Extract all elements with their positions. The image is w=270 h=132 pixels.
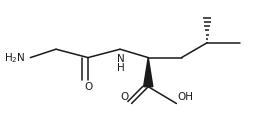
- Text: H: H: [117, 63, 125, 73]
- Text: H$_2$N: H$_2$N: [4, 51, 25, 65]
- Polygon shape: [144, 58, 153, 87]
- Text: N: N: [117, 54, 125, 64]
- Text: O: O: [121, 92, 129, 102]
- Text: O: O: [84, 81, 92, 91]
- Text: OH: OH: [178, 92, 194, 102]
